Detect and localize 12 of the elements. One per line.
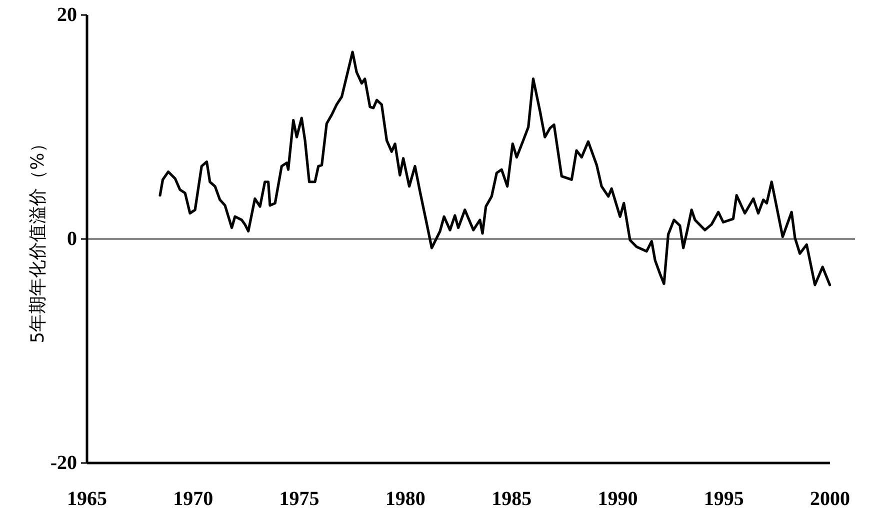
x-tick-label: 1980 bbox=[385, 488, 426, 510]
x-tick-label: 1970 bbox=[173, 488, 214, 510]
x-tick-label: 1995 bbox=[704, 488, 744, 510]
y-tick-label: 0 bbox=[67, 228, 77, 250]
y-axis-title: 5年期年化价值溢价（%） bbox=[28, 134, 48, 344]
x-tick-label: 1985 bbox=[492, 488, 532, 510]
x-tick-label: 1990 bbox=[598, 488, 638, 510]
x-tick-label: 2000 bbox=[810, 488, 850, 510]
y-tick-label: 20 bbox=[57, 4, 77, 26]
x-tick-label: 1965 bbox=[67, 488, 107, 510]
x-tick-label: 1975 bbox=[279, 488, 320, 510]
y-tick-label: -20 bbox=[50, 452, 77, 474]
